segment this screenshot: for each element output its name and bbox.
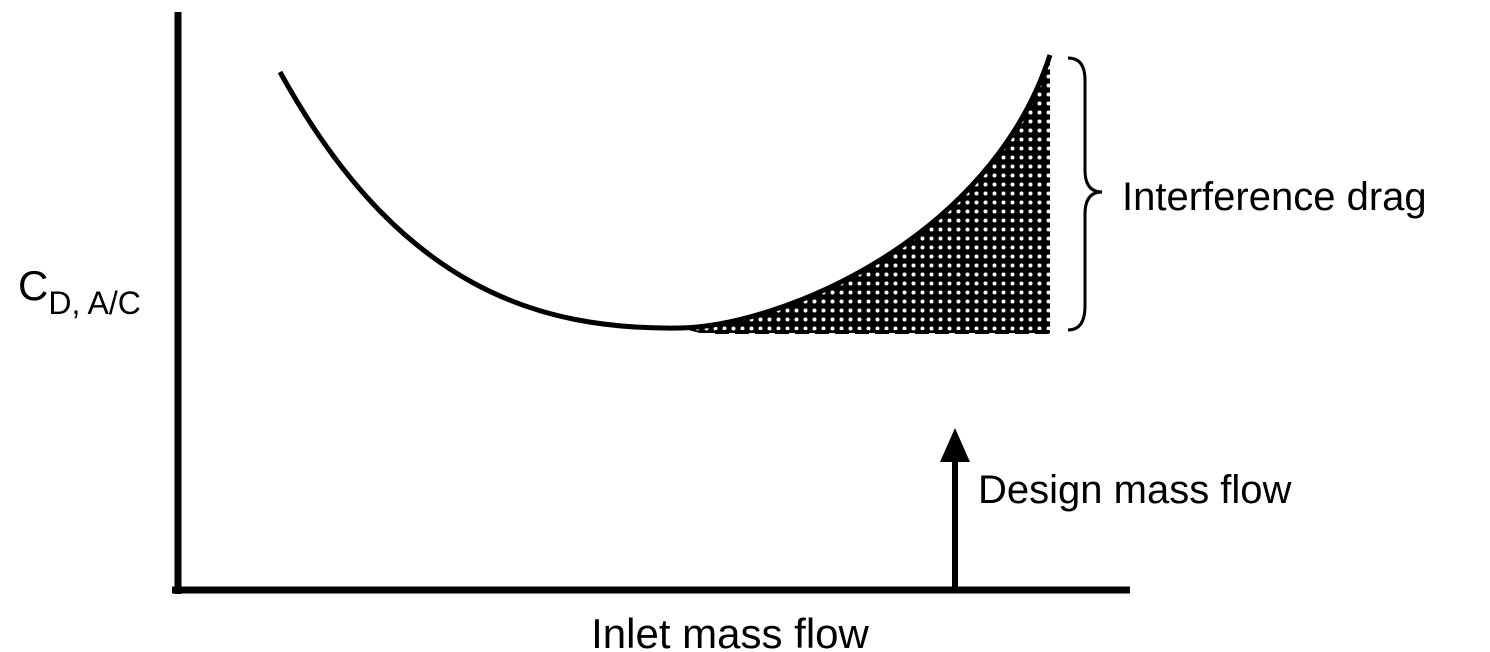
interference-label: Interference drag (1122, 175, 1427, 219)
x-axis-label: Inlet mass flow (591, 610, 869, 652)
drag-curve (277, 54, 1053, 331)
arrow-head (940, 428, 970, 462)
y-axis-label-main: C (18, 262, 48, 309)
y-axis-label-subscript: D, A/C (48, 285, 140, 321)
brace (1067, 56, 1103, 332)
design-label: Design mass flow (978, 468, 1292, 512)
interference-region (680, 55, 1050, 333)
y-axis-label: CD, A/C (18, 262, 141, 321)
